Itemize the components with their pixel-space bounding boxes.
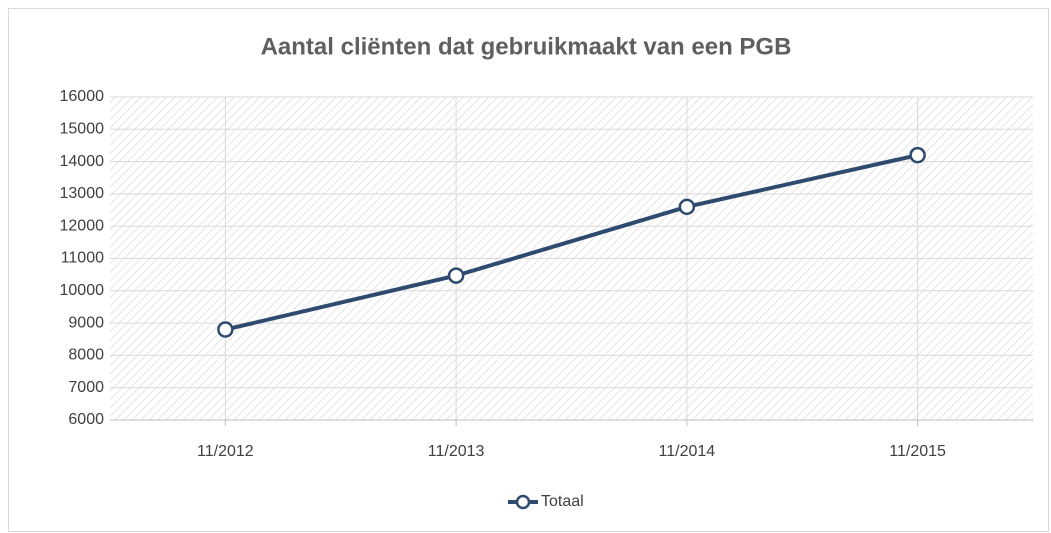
marker [217,321,234,338]
y-tick-label: 12000 [60,217,105,234]
y-tick-label: 13000 [60,185,105,202]
y-tick-label: 15000 [60,121,105,138]
marker [678,198,696,216]
x-tick-label: 11/2013 [428,443,485,460]
y-tick-label: 7000 [68,379,104,396]
y-tick-label: 14000 [60,153,105,170]
line [224,153,919,332]
x-tick-label: 11/2015 [889,443,946,460]
x-tick-label: 11/2012 [197,443,254,460]
y-tick-label: 6000 [68,411,104,428]
marker [447,267,465,284]
y-tick-label: 11000 [61,250,104,267]
x-tick-label: 11/2014 [659,443,716,460]
chart-title: Aantal cliënten dat gebruikmaakt van een… [261,33,792,60]
legend-marker [515,494,531,510]
marker [909,146,926,164]
legend-label: Totaal [541,493,584,510]
y-tick-label: 10000 [60,282,105,299]
y-tick-label: 16000 [60,88,105,105]
y-tick-label: 9000 [68,314,104,331]
y-tick-label: 8000 [68,347,104,364]
